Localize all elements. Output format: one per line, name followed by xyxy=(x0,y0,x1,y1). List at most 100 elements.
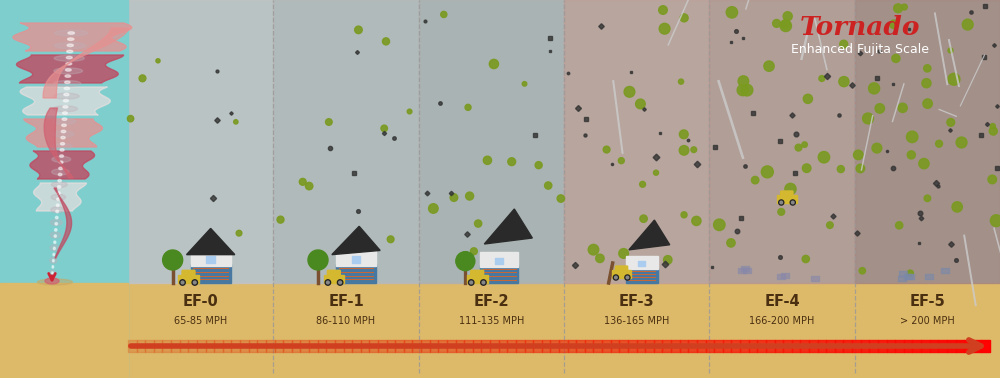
Ellipse shape xyxy=(52,156,71,162)
Bar xyxy=(855,0,1000,283)
Circle shape xyxy=(737,85,748,96)
FancyBboxPatch shape xyxy=(182,270,195,278)
Circle shape xyxy=(890,20,898,29)
Bar xyxy=(612,270,631,278)
Ellipse shape xyxy=(55,30,88,36)
Circle shape xyxy=(475,220,482,227)
Bar xyxy=(336,264,376,283)
Ellipse shape xyxy=(65,69,71,71)
Circle shape xyxy=(679,130,688,139)
Circle shape xyxy=(906,131,918,143)
Circle shape xyxy=(450,194,458,201)
Bar xyxy=(352,256,360,263)
Ellipse shape xyxy=(54,55,84,61)
Ellipse shape xyxy=(56,210,59,213)
Bar xyxy=(419,283,564,378)
Circle shape xyxy=(680,14,688,22)
Bar xyxy=(0,0,1000,283)
Circle shape xyxy=(327,281,329,284)
Ellipse shape xyxy=(52,144,72,150)
Circle shape xyxy=(802,142,807,147)
Bar xyxy=(638,261,645,266)
Circle shape xyxy=(948,73,960,85)
Bar xyxy=(128,0,273,283)
Circle shape xyxy=(738,76,749,87)
Circle shape xyxy=(741,84,753,96)
FancyBboxPatch shape xyxy=(327,270,340,278)
Circle shape xyxy=(339,281,341,284)
Bar xyxy=(273,283,419,378)
Bar xyxy=(206,256,215,263)
Text: > 200 MPH: > 200 MPH xyxy=(900,316,955,326)
Ellipse shape xyxy=(50,232,60,238)
Bar xyxy=(626,268,658,283)
Ellipse shape xyxy=(54,241,56,243)
Bar xyxy=(191,250,231,266)
Circle shape xyxy=(779,200,784,205)
Circle shape xyxy=(764,61,774,71)
Text: 166-200 MPH: 166-200 MPH xyxy=(749,316,815,326)
Ellipse shape xyxy=(68,38,74,40)
Polygon shape xyxy=(484,209,532,244)
Ellipse shape xyxy=(50,245,59,251)
Text: EF-3: EF-3 xyxy=(619,294,654,310)
Circle shape xyxy=(840,40,848,48)
Circle shape xyxy=(613,275,618,280)
Ellipse shape xyxy=(60,149,64,151)
Circle shape xyxy=(482,281,485,284)
Polygon shape xyxy=(30,151,95,179)
Circle shape xyxy=(922,79,931,88)
Ellipse shape xyxy=(67,50,73,53)
Bar xyxy=(564,0,709,283)
Bar xyxy=(191,264,231,283)
Ellipse shape xyxy=(54,68,83,74)
Circle shape xyxy=(802,164,811,172)
Circle shape xyxy=(299,178,306,185)
Circle shape xyxy=(785,183,796,195)
Circle shape xyxy=(780,20,791,31)
Circle shape xyxy=(856,164,865,173)
Bar xyxy=(564,283,709,378)
Circle shape xyxy=(780,201,783,204)
Ellipse shape xyxy=(52,266,54,268)
Ellipse shape xyxy=(64,87,70,90)
Circle shape xyxy=(481,280,486,285)
Ellipse shape xyxy=(53,247,55,249)
Ellipse shape xyxy=(52,272,53,274)
Ellipse shape xyxy=(53,106,78,112)
Ellipse shape xyxy=(59,167,62,170)
Ellipse shape xyxy=(58,180,61,182)
Bar xyxy=(336,250,376,266)
Ellipse shape xyxy=(62,124,66,127)
Circle shape xyxy=(924,65,931,72)
Ellipse shape xyxy=(63,112,67,114)
Circle shape xyxy=(802,256,809,263)
Circle shape xyxy=(407,109,412,114)
Circle shape xyxy=(522,82,527,86)
Circle shape xyxy=(127,115,134,122)
Circle shape xyxy=(470,281,473,284)
Text: Tornado: Tornado xyxy=(800,15,920,40)
Polygon shape xyxy=(43,28,129,98)
Circle shape xyxy=(751,177,759,184)
Circle shape xyxy=(859,268,865,274)
Ellipse shape xyxy=(64,93,69,96)
Circle shape xyxy=(907,270,913,276)
Ellipse shape xyxy=(51,207,64,213)
Circle shape xyxy=(948,48,953,53)
Circle shape xyxy=(872,143,882,153)
Ellipse shape xyxy=(66,56,72,59)
Bar xyxy=(495,257,503,263)
Circle shape xyxy=(466,192,474,200)
Text: 65-85 MPH: 65-85 MPH xyxy=(174,316,227,326)
Circle shape xyxy=(869,83,880,94)
Bar xyxy=(128,283,273,378)
Ellipse shape xyxy=(49,270,55,276)
Circle shape xyxy=(727,239,735,247)
Ellipse shape xyxy=(38,279,72,285)
Text: EF-5: EF-5 xyxy=(909,294,945,310)
Circle shape xyxy=(508,158,516,166)
Bar xyxy=(0,283,128,378)
Circle shape xyxy=(956,137,967,148)
Ellipse shape xyxy=(52,131,74,137)
